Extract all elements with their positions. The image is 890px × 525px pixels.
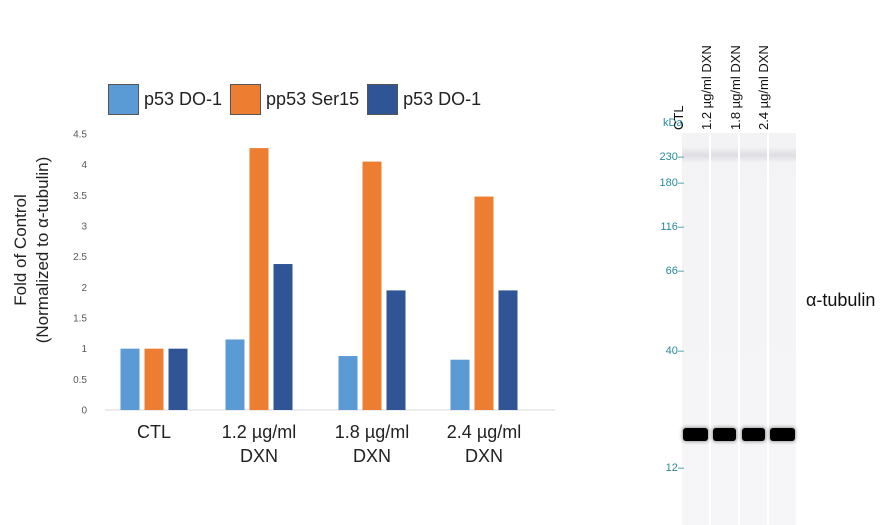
tubulin-band — [742, 428, 765, 441]
kda-unit-label: kDa — [663, 117, 683, 129]
tubulin-band — [713, 428, 736, 441]
legend-item-1: p53 DO-1 — [108, 83, 223, 115]
haze-band — [682, 147, 709, 163]
bar — [498, 290, 518, 410]
x-category-label: 1.2 µg/ml DXN — [221, 422, 297, 466]
legend-item-3: p53 DO-1 — [367, 83, 482, 115]
y-tick-label: 2 — [81, 283, 87, 294]
kda-marker: 116– — [660, 221, 684, 233]
y-tick-label: 1 — [81, 344, 87, 355]
kda-marker: 180– — [659, 177, 684, 189]
tubulin-band — [683, 428, 708, 441]
bar — [273, 264, 293, 410]
haze-band — [740, 147, 767, 163]
legend-swatch — [230, 83, 262, 115]
haze-band — [769, 147, 796, 163]
bar — [362, 161, 382, 410]
bar — [144, 348, 164, 410]
legend-item-2: pp53 Ser15 — [230, 83, 360, 115]
y-tick-label: 2.5 — [73, 252, 87, 263]
bar-chart: 0 0.5 1 1.5 2 2.5 3 3.5 4 4.5 — [73, 130, 555, 417]
y-axis-label-line1: Fold of Control — [11, 194, 30, 306]
bar — [168, 348, 188, 410]
kda-marker: 230– — [659, 151, 684, 163]
legend-swatch — [108, 83, 139, 115]
blot-lane — [740, 133, 767, 525]
legend-label: pp53 Ser15 — [266, 88, 360, 109]
y-axis-ticks: 0 0.5 1 1.5 2 2.5 3 3.5 4 4.5 — [73, 130, 87, 417]
haze-band — [711, 147, 738, 163]
bar — [474, 196, 494, 410]
blot-lane — [711, 133, 738, 525]
kda-marker: 66– — [665, 265, 684, 277]
bars-group — [120, 148, 518, 410]
kda-marker: 40– — [665, 345, 684, 357]
band-label: α-tubulin — [806, 290, 876, 310]
y-tick-label: 3 — [81, 222, 87, 233]
y-tick-label: 0.5 — [73, 375, 87, 386]
legend-label: p53 DO-1 — [144, 88, 223, 109]
legend: p53 DO-1 pp53 Ser15 p53 DO-1 — [108, 82, 489, 116]
y-tick-label: 4.5 — [73, 130, 87, 141]
y-tick-label: 0 — [81, 406, 87, 417]
bar — [450, 359, 470, 410]
tubulin-band — [770, 428, 795, 441]
blot-lane — [682, 133, 709, 525]
bar — [249, 148, 269, 410]
bar — [225, 339, 245, 410]
blot-lane — [769, 133, 796, 525]
y-tick-label: 4 — [81, 160, 87, 171]
bar — [386, 290, 406, 410]
y-tick-label: 3.5 — [73, 191, 87, 202]
bar — [338, 356, 358, 410]
x-category-label: CTL — [136, 422, 171, 442]
x-category-label: 1.8 µg/ml DXN — [334, 422, 410, 466]
legend-swatch — [367, 83, 399, 115]
bar — [120, 348, 140, 410]
y-axis-label-line2: (Normalized to α-tubulin) — [33, 156, 52, 344]
y-tick-label: 1.5 — [73, 314, 87, 325]
legend-label: p53 DO-1 — [403, 88, 482, 109]
kda-marker: 12– — [665, 462, 684, 474]
x-category-label: 2.4 µg/ml DXN — [446, 422, 522, 466]
